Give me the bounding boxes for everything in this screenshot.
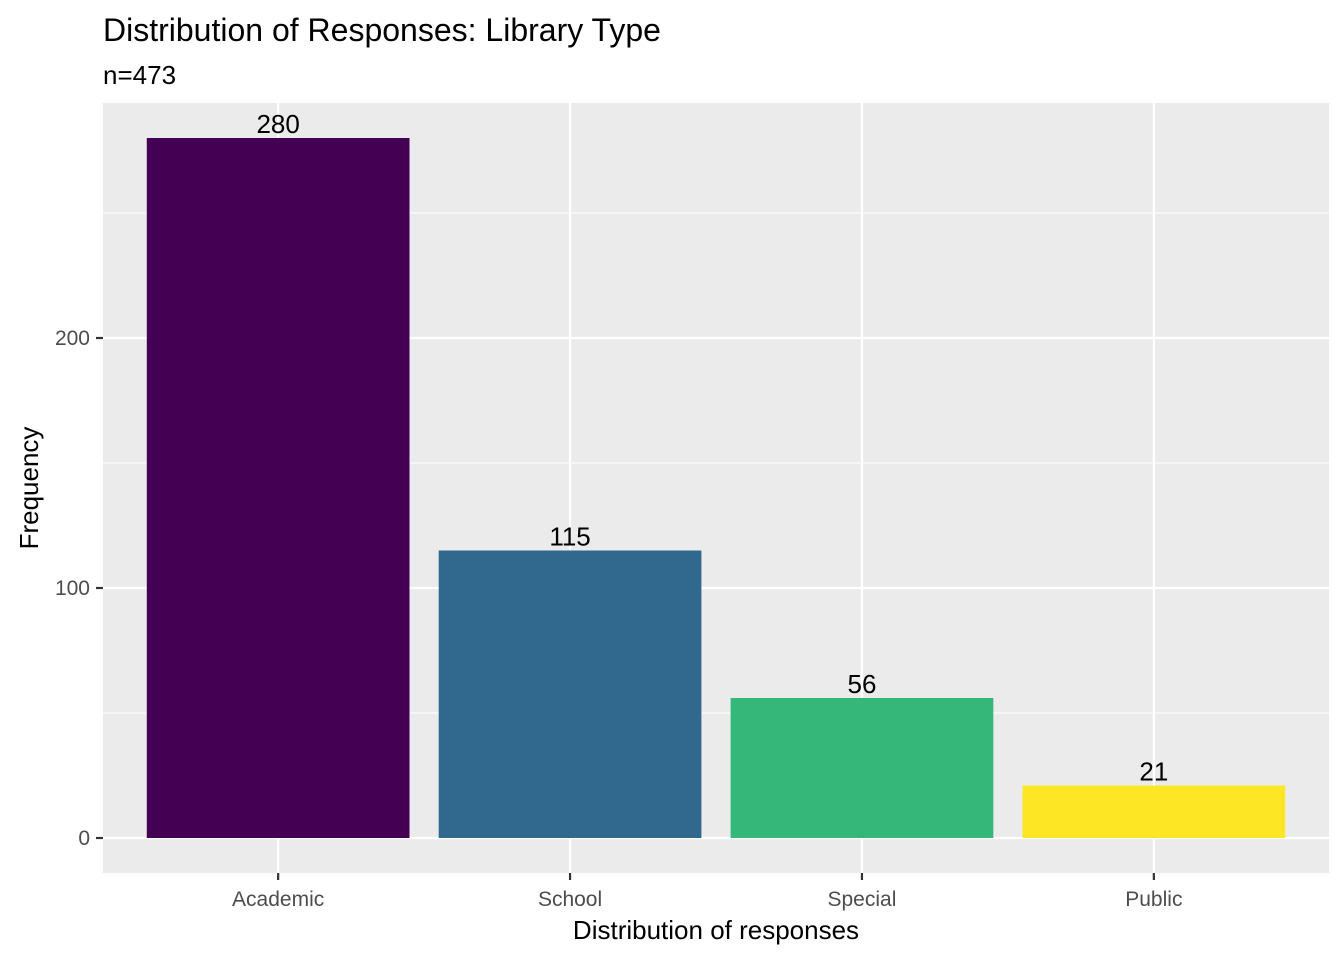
data-label: 56 [847,669,876,699]
y-tick-label: 0 [78,827,90,850]
bars [146,138,1286,838]
y-tick-label: 200 [55,327,90,350]
x-tick-label: Special [828,888,897,911]
bar-school [438,550,702,838]
data-label: 115 [549,522,590,552]
chart-title: Distribution of Responses: Library Type [103,12,661,48]
x-tick-label: School [538,888,602,911]
y-axis: 0 100 200 [55,327,103,850]
chart-subtitle: n=473 [103,60,176,90]
x-tick-label: Public [1125,888,1182,911]
x-axis-title: Distribution of responses [573,915,859,945]
y-tick-label: 100 [55,577,90,600]
data-label: 280 [256,109,299,139]
x-axis: Academic School Special Public [232,873,1182,911]
bar-public [1022,785,1286,838]
data-labels: 280 115 56 21 [256,109,1168,787]
y-axis-title: Frequency [14,427,44,550]
bar-academic [146,138,410,838]
data-label: 21 [1139,757,1168,787]
bar-special [730,698,994,838]
x-tick-label: Academic [232,888,324,911]
